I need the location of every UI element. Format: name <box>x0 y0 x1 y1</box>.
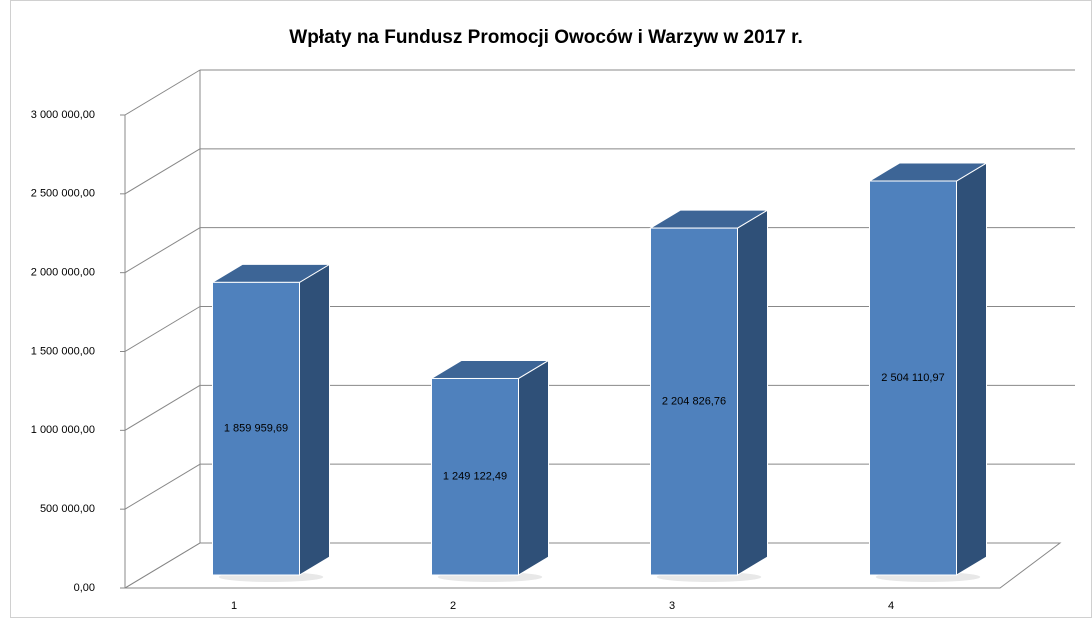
grid-line <box>124 463 201 510</box>
grid-line <box>124 148 201 195</box>
bar <box>650 227 738 576</box>
data-label: 1 859 959,69 <box>224 423 288 435</box>
bar-side <box>956 162 987 576</box>
bar-side <box>737 209 768 576</box>
bar-side <box>518 359 549 576</box>
y-tick-label: 3 000 000,00 <box>31 109 95 121</box>
grid-line <box>124 227 201 274</box>
x-tick-label: 2 <box>450 600 456 612</box>
y-tick-label: 1 000 000,00 <box>31 424 95 436</box>
chart-title: Wpłaty na Fundusz Promocji Owoców i Warz… <box>289 27 802 48</box>
grid-line <box>124 384 201 431</box>
bar <box>869 180 957 576</box>
data-label: 1 249 122,49 <box>443 471 507 483</box>
y-tick-label: 500 000,00 <box>40 503 95 515</box>
bar <box>212 281 300 576</box>
y-tick-label: 2 500 000,00 <box>31 188 95 200</box>
x-tick-label: 4 <box>888 600 894 612</box>
x-tick-label: 1 <box>231 600 237 612</box>
grid-line <box>124 69 201 116</box>
y-tick-label: 1 500 000,00 <box>31 345 95 357</box>
floor <box>124 542 1062 589</box>
x-tick-label: 3 <box>669 600 675 612</box>
grid-line <box>124 306 201 352</box>
data-label: 2 504 110,97 <box>881 372 944 384</box>
data-label: 2 204 826,76 <box>662 395 726 407</box>
bar <box>431 377 519 576</box>
bar-side <box>299 263 330 576</box>
y-tick-label: 2 000 000,00 <box>31 267 95 279</box>
y-tick-label: 0,00 <box>74 582 95 594</box>
